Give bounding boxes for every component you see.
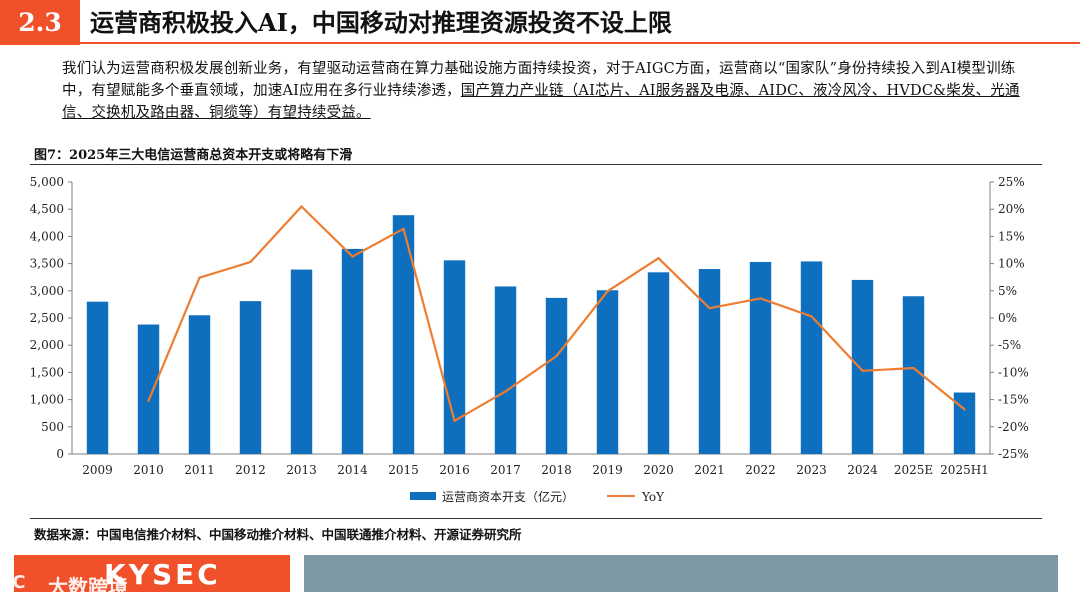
yoy-point bbox=[198, 276, 201, 279]
footer-logo-block bbox=[14, 555, 290, 592]
capex-bar bbox=[86, 301, 109, 454]
yoy-point bbox=[861, 369, 864, 372]
yoy-point bbox=[810, 315, 813, 318]
legend-label-capex: 运营商资本开支（亿元） bbox=[442, 489, 574, 504]
x-axis-tick-label: 2023 bbox=[796, 463, 827, 477]
legend-label-yoy: YoY bbox=[641, 490, 665, 504]
capex-bar bbox=[851, 279, 874, 454]
capex-bar bbox=[239, 301, 262, 454]
capex-bar bbox=[953, 392, 976, 454]
x-axis-tick-label: 2011 bbox=[184, 463, 215, 477]
x-axis-tick-label: 2012 bbox=[235, 463, 266, 477]
left-axis-tick-label: 500 bbox=[41, 420, 64, 434]
capex-bar bbox=[290, 269, 313, 454]
yoy-point bbox=[249, 260, 252, 264]
yoy-point bbox=[708, 307, 711, 310]
svg-text:(C: (C bbox=[4, 572, 25, 593]
left-axis-tick-label: 2,500 bbox=[30, 311, 64, 325]
right-axis-tick-label: 10% bbox=[998, 257, 1025, 271]
capex-bar bbox=[392, 215, 415, 454]
watermark-text: 大数跨境 bbox=[48, 575, 128, 599]
x-axis-tick-label: 2019 bbox=[592, 463, 623, 477]
x-axis-tick-label: 2018 bbox=[541, 463, 572, 477]
figure-title: 图7：2025年三大电信运营商总资本开支或将略有下滑 bbox=[34, 148, 353, 163]
x-axis-tick-label: 2009 bbox=[82, 463, 113, 477]
source-divider bbox=[30, 518, 1042, 519]
left-axis-tick-label: 3,500 bbox=[30, 257, 64, 271]
x-axis-tick-label: 2024 bbox=[847, 463, 878, 477]
x-axis-tick-label: 2015 bbox=[388, 463, 419, 477]
left-axis-tick-label: 1,000 bbox=[30, 393, 64, 407]
right-axis-tick-label: -20% bbox=[998, 420, 1029, 434]
right-axis-tick-label: 0% bbox=[998, 311, 1017, 325]
right-axis-tick-label: -10% bbox=[998, 365, 1029, 379]
watermark-icon: (C bbox=[4, 572, 25, 593]
figure-divider bbox=[30, 164, 1042, 165]
yoy-point bbox=[351, 255, 354, 258]
capex-bar bbox=[188, 315, 211, 454]
yoy-point bbox=[912, 366, 915, 370]
x-axis-tick-label: 2016 bbox=[439, 463, 470, 477]
capex-bar bbox=[902, 296, 925, 454]
left-axis-tick-label: 4,000 bbox=[30, 229, 64, 243]
kysec-logo: KYSEC bbox=[104, 558, 221, 591]
x-axis-tick-label: 2022 bbox=[745, 463, 776, 477]
x-axis-tick-label: 2014 bbox=[337, 463, 368, 477]
section-number: 2.3 bbox=[0, 0, 80, 45]
x-axis-tick-label: 2025E bbox=[894, 463, 933, 477]
capex-bar bbox=[749, 261, 772, 454]
title-divider bbox=[80, 42, 1080, 44]
yoy-point bbox=[504, 390, 507, 393]
yoy-point bbox=[402, 227, 405, 230]
capex-bar bbox=[647, 272, 670, 454]
yoy-point bbox=[606, 290, 609, 293]
right-axis-tick-label: 15% bbox=[998, 229, 1025, 243]
x-axis-tick-label: 2021 bbox=[694, 463, 725, 477]
right-axis-tick-label: -15% bbox=[998, 393, 1029, 407]
yoy-point bbox=[657, 256, 660, 260]
section-title: 运营商积极投入AI，中国移动对推理资源投资不设上限 bbox=[90, 8, 672, 37]
capex-bar bbox=[698, 269, 721, 454]
left-axis-tick-label: 5,000 bbox=[30, 175, 64, 189]
capex-chart: 0 500 1,000 1,500 2,000 2,500 3,000 3,500 4,000 4… bbox=[30, 175, 1029, 504]
x-axis-tick-label: 2013 bbox=[286, 463, 317, 477]
capex-bar bbox=[137, 324, 160, 454]
right-axis-tick-label: 20% bbox=[998, 202, 1025, 216]
left-axis-tick-label: 2,000 bbox=[30, 338, 64, 352]
x-axis-tick-label: 2020 bbox=[643, 463, 674, 477]
data-source: 数据来源：中国电信推介材料、中国移动推介材料、中国联通推介材料、开源证券研究所 bbox=[34, 527, 522, 542]
left-axis-tick-label: 3,000 bbox=[30, 284, 64, 298]
body-paragraph: 我们认为运营商积极发展创新业务，有望驱动运营商在算力基础设施方面持续投资，对于A… bbox=[62, 58, 1022, 124]
left-axis-tick-label: 1,500 bbox=[30, 365, 64, 379]
left-axis-tick-label: 4,500 bbox=[30, 202, 64, 216]
capex-bar bbox=[341, 248, 364, 454]
x-axis-tick-label: 2010 bbox=[133, 463, 164, 477]
footer-bar bbox=[304, 555, 1058, 592]
yoy-point bbox=[555, 354, 558, 358]
right-axis-tick-label: -25% bbox=[998, 447, 1029, 461]
capex-bar bbox=[443, 260, 466, 454]
capex-bar bbox=[545, 297, 568, 454]
x-axis-tick-label: 2025H1 bbox=[940, 463, 989, 477]
yoy-point bbox=[759, 297, 762, 300]
left-axis-tick-label: 0 bbox=[56, 447, 64, 461]
right-axis-tick-label: -5% bbox=[998, 338, 1021, 352]
capex-bar bbox=[800, 261, 823, 454]
yoy-point bbox=[963, 408, 966, 411]
yoy-point bbox=[453, 419, 456, 423]
yoy-point bbox=[147, 399, 150, 402]
x-axis-tick-label: 2017 bbox=[490, 463, 521, 477]
legend-swatch-capex bbox=[410, 492, 436, 500]
yoy-point bbox=[300, 205, 303, 208]
right-axis-tick-label: 5% bbox=[998, 284, 1017, 298]
right-axis-tick-label: 25% bbox=[998, 175, 1025, 189]
capex-bar bbox=[596, 290, 619, 454]
capex-bar bbox=[494, 286, 517, 454]
body-text-part1: 我们认为运营商积极发展创新业务，有望驱动运营商在算力基础设施方面持续投资，对于A… bbox=[62, 61, 1016, 99]
body-text-part2: 国产算力产业链（AI芯片、AI服务器及电源、AIDC、液冷风冷、HVDC&柴发、… bbox=[62, 83, 1020, 121]
